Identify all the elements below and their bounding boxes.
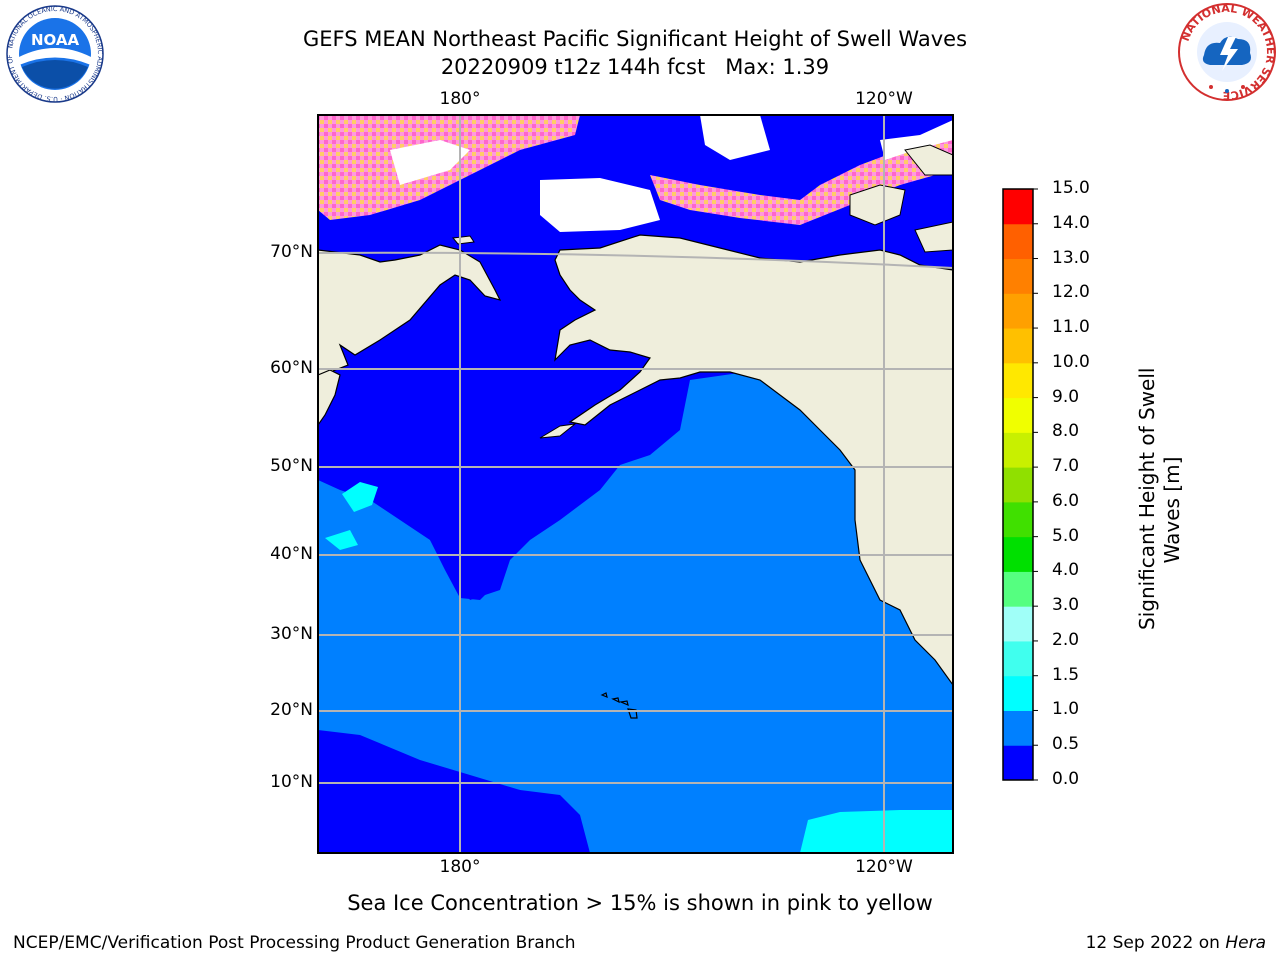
colorbar-tick-label: 14.0 [1052, 212, 1090, 233]
colorbar-tick-label: 0.0 [1052, 769, 1080, 789]
lat-tick-label: 60°N [270, 358, 313, 378]
colorbar-tick-label: 0.5 [1052, 734, 1080, 755]
colorbar-segment [1003, 397, 1033, 433]
colorbar-tick-label: 4.0 [1052, 560, 1080, 581]
colorbar-segment [1003, 223, 1033, 260]
ice-open-1 [540, 178, 660, 232]
colorbar-segment [1003, 675, 1033, 711]
colorbar-segment [1003, 571, 1033, 607]
footer-date: 12 Sep 2022 on [1085, 933, 1226, 953]
noaa-logo-icon: NATIONAL OCEANIC AND ATMOSPHERIC ADMINIS… [3, 0, 104, 107]
colorbar-tick-label: 5.0 [1052, 525, 1080, 546]
map-frame [317, 114, 954, 854]
colorbar-segment [1003, 606, 1033, 642]
map-field [318, 115, 953, 853]
lat-tick-label: 50°N [270, 456, 313, 476]
colorbar-segment [1003, 293, 1033, 329]
lat-tick-label: 70°N [270, 242, 313, 262]
lat-tick-label: 10°N [270, 772, 313, 792]
footer-host: Hera [1225, 933, 1266, 953]
colorbar-tick-label: 6.0 [1052, 490, 1080, 511]
colorbar-tick-label: 13.0 [1052, 247, 1090, 268]
colorbar-segment [1003, 536, 1033, 572]
colorbar-segment [1003, 432, 1033, 468]
colorbar-label: Significant Height of Swell Waves [m] [1135, 367, 1185, 630]
colorbar-tick-label: 2.0 [1052, 629, 1080, 650]
colorbar-label-line2: Waves [m] [1160, 456, 1184, 564]
lon-tick-label-bottom: 120°W [855, 857, 913, 877]
colorbar-segment [1003, 328, 1033, 364]
footer-right: 12 Sep 2022 on Hera [1086, 933, 1266, 953]
sea-ice-caption: Sea Ice Concentration > 15% is shown in … [347, 891, 933, 915]
lat-tick-label: 40°N [270, 544, 313, 564]
graticule [318, 115, 953, 853]
colorbar-tick-label: 11.0 [1052, 317, 1090, 338]
chart-title: GEFS MEAN Northeast Pacific Significant … [302, 27, 968, 51]
chart-subtitle: 20220909 t12z 144h fcst Max: 1.39 [440, 55, 830, 79]
lon-tick-label-top: 180° [439, 89, 481, 109]
colorbar-segment [1003, 258, 1033, 294]
lon-tick-label-top: 120°W [855, 89, 913, 109]
colorbar-tick-label: 10.0 [1052, 351, 1090, 372]
colorbar-segment [1003, 362, 1033, 399]
colorbar-tick-label: 1.5 [1052, 664, 1080, 685]
svg-text:NOAA: NOAA [31, 31, 80, 49]
colorbar-segment [1003, 640, 1033, 677]
colorbar-label-line1: Significant Height of Swell [1135, 367, 1159, 630]
colorbar-tick-label: 1.0 [1052, 699, 1080, 720]
swell-region-low-north [318, 115, 953, 600]
swell-region-high-north [342, 482, 378, 512]
swell-region-high-south [800, 810, 953, 853]
colorbar-frame [1002, 188, 1034, 781]
colorbar-tick-label: 15.0 [1052, 178, 1090, 198]
colorbar-segment [1003, 467, 1033, 503]
colorbar-tick-label: 3.0 [1052, 595, 1080, 616]
hawaii-islands [600, 692, 638, 719]
colorbar-segment [1003, 189, 1033, 225]
colorbar [1002, 188, 1038, 781]
lat-tick-label: 20°N [270, 700, 313, 720]
swell-region-low-patch [430, 530, 510, 600]
colorbar-segment [1003, 710, 1033, 746]
lon-tick-label-bottom: 180° [439, 857, 481, 877]
nws-logo-icon: NATIONAL WEATHER SERVICE [1178, 2, 1277, 105]
land-siberia [318, 244, 502, 376]
lat-tick-label: 30°N [270, 624, 313, 644]
colorbar-tick-label: 12.0 [1052, 282, 1090, 303]
colorbar-tick-label: 9.0 [1052, 386, 1080, 407]
sea-ice-east [650, 130, 953, 225]
colorbar-tick-label: 7.0 [1052, 456, 1080, 477]
colorbar-segment [1003, 501, 1033, 538]
footer-left: NCEP/EMC/Verification Post Processing Pr… [13, 933, 576, 953]
colorbar-segment [1003, 745, 1033, 781]
colorbar-tick-label: 8.0 [1052, 421, 1080, 442]
